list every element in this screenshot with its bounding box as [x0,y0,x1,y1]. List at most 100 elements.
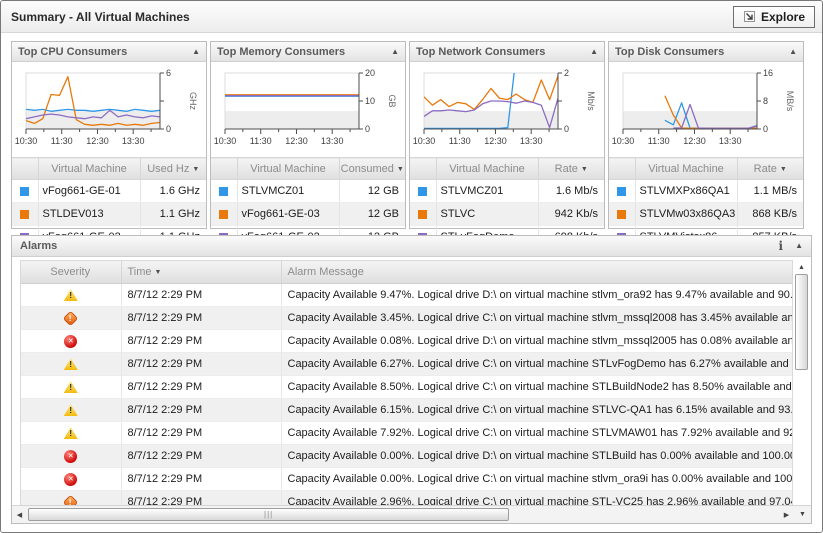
horizontal-scroll-track[interactable] [27,506,779,523]
consumer-row[interactable]: STLVMw03x86QA3 868 KB/s [609,202,803,226]
alarm-message: Capacity Available 6.27%. Logical drive … [280,352,792,376]
consumer-row[interactable]: STLVMCZ01 1.6 Mb/s [410,179,604,203]
consumer-row[interactable]: vFog661-GE-03 12 GB [211,202,405,226]
consumer-row[interactable]: STLVMXPx86QA1 1.1 MB/s [609,179,803,203]
vm-name: vFog661-GE-01 [37,179,140,203]
consumer-table-header: Virtual Machine Used Hz ▼ [12,157,206,180]
consumer-row[interactable]: STLVMCZ01 12 GB [211,179,405,203]
collapse-icon[interactable]: ▲ [192,46,200,56]
col-metric[interactable]: Used Hz ▼ [139,157,206,180]
severity-fatal-icon [64,472,78,486]
alarms-body: Severity Time▼ Alarm Message 8/7/12 2:29… [12,257,811,505]
vm-name: STLDEV013 [37,202,140,226]
collapse-icon[interactable]: ▲ [789,46,797,56]
col-alarm-message[interactable]: Alarm Message [280,261,792,284]
collapse-icon[interactable]: ▲ [391,46,399,56]
info-icon[interactable]: i [778,239,784,253]
consumer-table-header: Virtual Machine Consumed ▼ [211,157,405,180]
alarm-time: 8/7/12 2:29 PM [120,306,281,330]
consumer-row[interactable]: STLVC 942 Kb/s [410,202,604,226]
consumer-chart: 0 6 GHz 10:30 11:30 12:30 13:30 [12,62,206,156]
col-virtual-machine[interactable]: Virtual Machine [435,157,538,180]
explore-button[interactable]: Explore [732,5,815,28]
scroll-left-icon[interactable]: ◀ [16,511,23,519]
consumer-panel-header[interactable]: Top Network Consumers ▲ [410,42,604,62]
svg-text:10:30: 10:30 [15,136,38,146]
svg-text:13:30: 13:30 [122,136,145,146]
vertical-scrollbar[interactable]: ▲ [793,260,810,505]
col-swatch [12,157,38,180]
alarm-time: 8/7/12 2:29 PM [120,329,281,353]
svg-text:13:30: 13:30 [520,136,543,146]
alarm-message: Capacity Available 0.00%. Logical drive … [280,444,792,468]
col-virtual-machine[interactable]: Virtual Machine [37,157,140,180]
severity-fatal-icon [64,449,78,463]
svg-text:12:30: 12:30 [86,136,109,146]
col-swatch [410,157,436,180]
panel-title: Top Network Consumers [416,45,546,58]
vm-name: vFog661-GE-03 [236,202,339,226]
col-swatch [609,157,635,180]
alarm-time: 8/7/12 2:29 PM [120,398,281,422]
alarm-message: Capacity Available 9.47%. Logical drive … [280,283,792,307]
alarms-title: Alarms [20,240,58,252]
alarm-message: Capacity Available 0.00%. Logical drive … [280,467,792,491]
consumer-panel-header[interactable]: Top Disk Consumers ▲ [609,42,803,62]
svg-text:10:30: 10:30 [214,136,237,146]
severity-critical-icon [64,311,78,325]
severity-warning-icon [63,289,78,302]
svg-text:13:30: 13:30 [719,136,742,146]
panel-title: Top Disk Consumers [615,45,725,58]
consumer-panel-header[interactable]: Top Memory Consumers ▲ [211,42,405,62]
vm-metric-value: 1.6 Mb/s [537,179,604,203]
sort-desc-icon: ▼ [154,269,162,276]
consumer-table-header: Virtual Machine Rate ▼ [410,157,604,180]
series-color-swatch [617,209,627,219]
horizontal-scrollbar[interactable]: ◀ ▶ ▼ [12,505,811,523]
vm-metric-value: 1.1 MB/s [736,179,803,203]
series-color-swatch [219,186,229,196]
svg-text:16: 16 [763,68,773,78]
col-metric[interactable]: Rate ▼ [537,157,604,180]
col-time[interactable]: Time ▼ [120,261,281,284]
alarm-time: 8/7/12 2:29 PM [120,467,281,491]
consumer-row[interactable]: vFog661-GE-01 1.6 GHz [12,179,206,203]
col-metric[interactable]: Consumed ▼ [338,157,405,180]
consumer-panel-header[interactable]: Top CPU Consumers ▲ [12,42,206,62]
alarm-message: Capacity Available 7.92%. Logical drive … [280,421,792,445]
sort-desc-icon: ▼ [396,165,404,173]
col-metric[interactable]: Rate ▼ [736,157,803,180]
titlebar: Summary - All Virtual Machines Explore [1,1,822,33]
series-color-swatch [20,186,30,196]
collapse-icon[interactable]: ▲ [795,241,803,250]
scroll-right-icon[interactable]: ▶ [783,511,790,519]
svg-text:GB: GB [387,94,397,107]
page-title: Summary - All Virtual Machines [11,9,190,24]
col-severity[interactable]: Severity [21,261,121,284]
col-virtual-machine[interactable]: Virtual Machine [634,157,737,180]
horizontal-scroll-thumb[interactable] [28,508,510,521]
alarm-message: Capacity Available 0.08%. Logical drive … [280,329,792,353]
svg-text:10:30: 10:30 [612,136,635,146]
collapse-icon[interactable]: ▲ [590,46,598,56]
consumer-row[interactable]: STLDEV013 1.1 GHz [12,202,206,226]
scroll-up-icon[interactable]: ▲ [798,263,805,271]
col-virtual-machine[interactable]: Virtual Machine [236,157,339,180]
svg-text:MB/s: MB/s [785,91,795,112]
series-color-swatch [20,209,30,219]
series-color-swatch [219,209,229,219]
vm-metric-value: 12 GB [338,179,405,203]
alarm-time: 8/7/12 2:29 PM [120,352,281,376]
scroll-down-icon[interactable]: ▼ [799,511,806,518]
vertical-scroll-thumb[interactable] [795,274,808,370]
